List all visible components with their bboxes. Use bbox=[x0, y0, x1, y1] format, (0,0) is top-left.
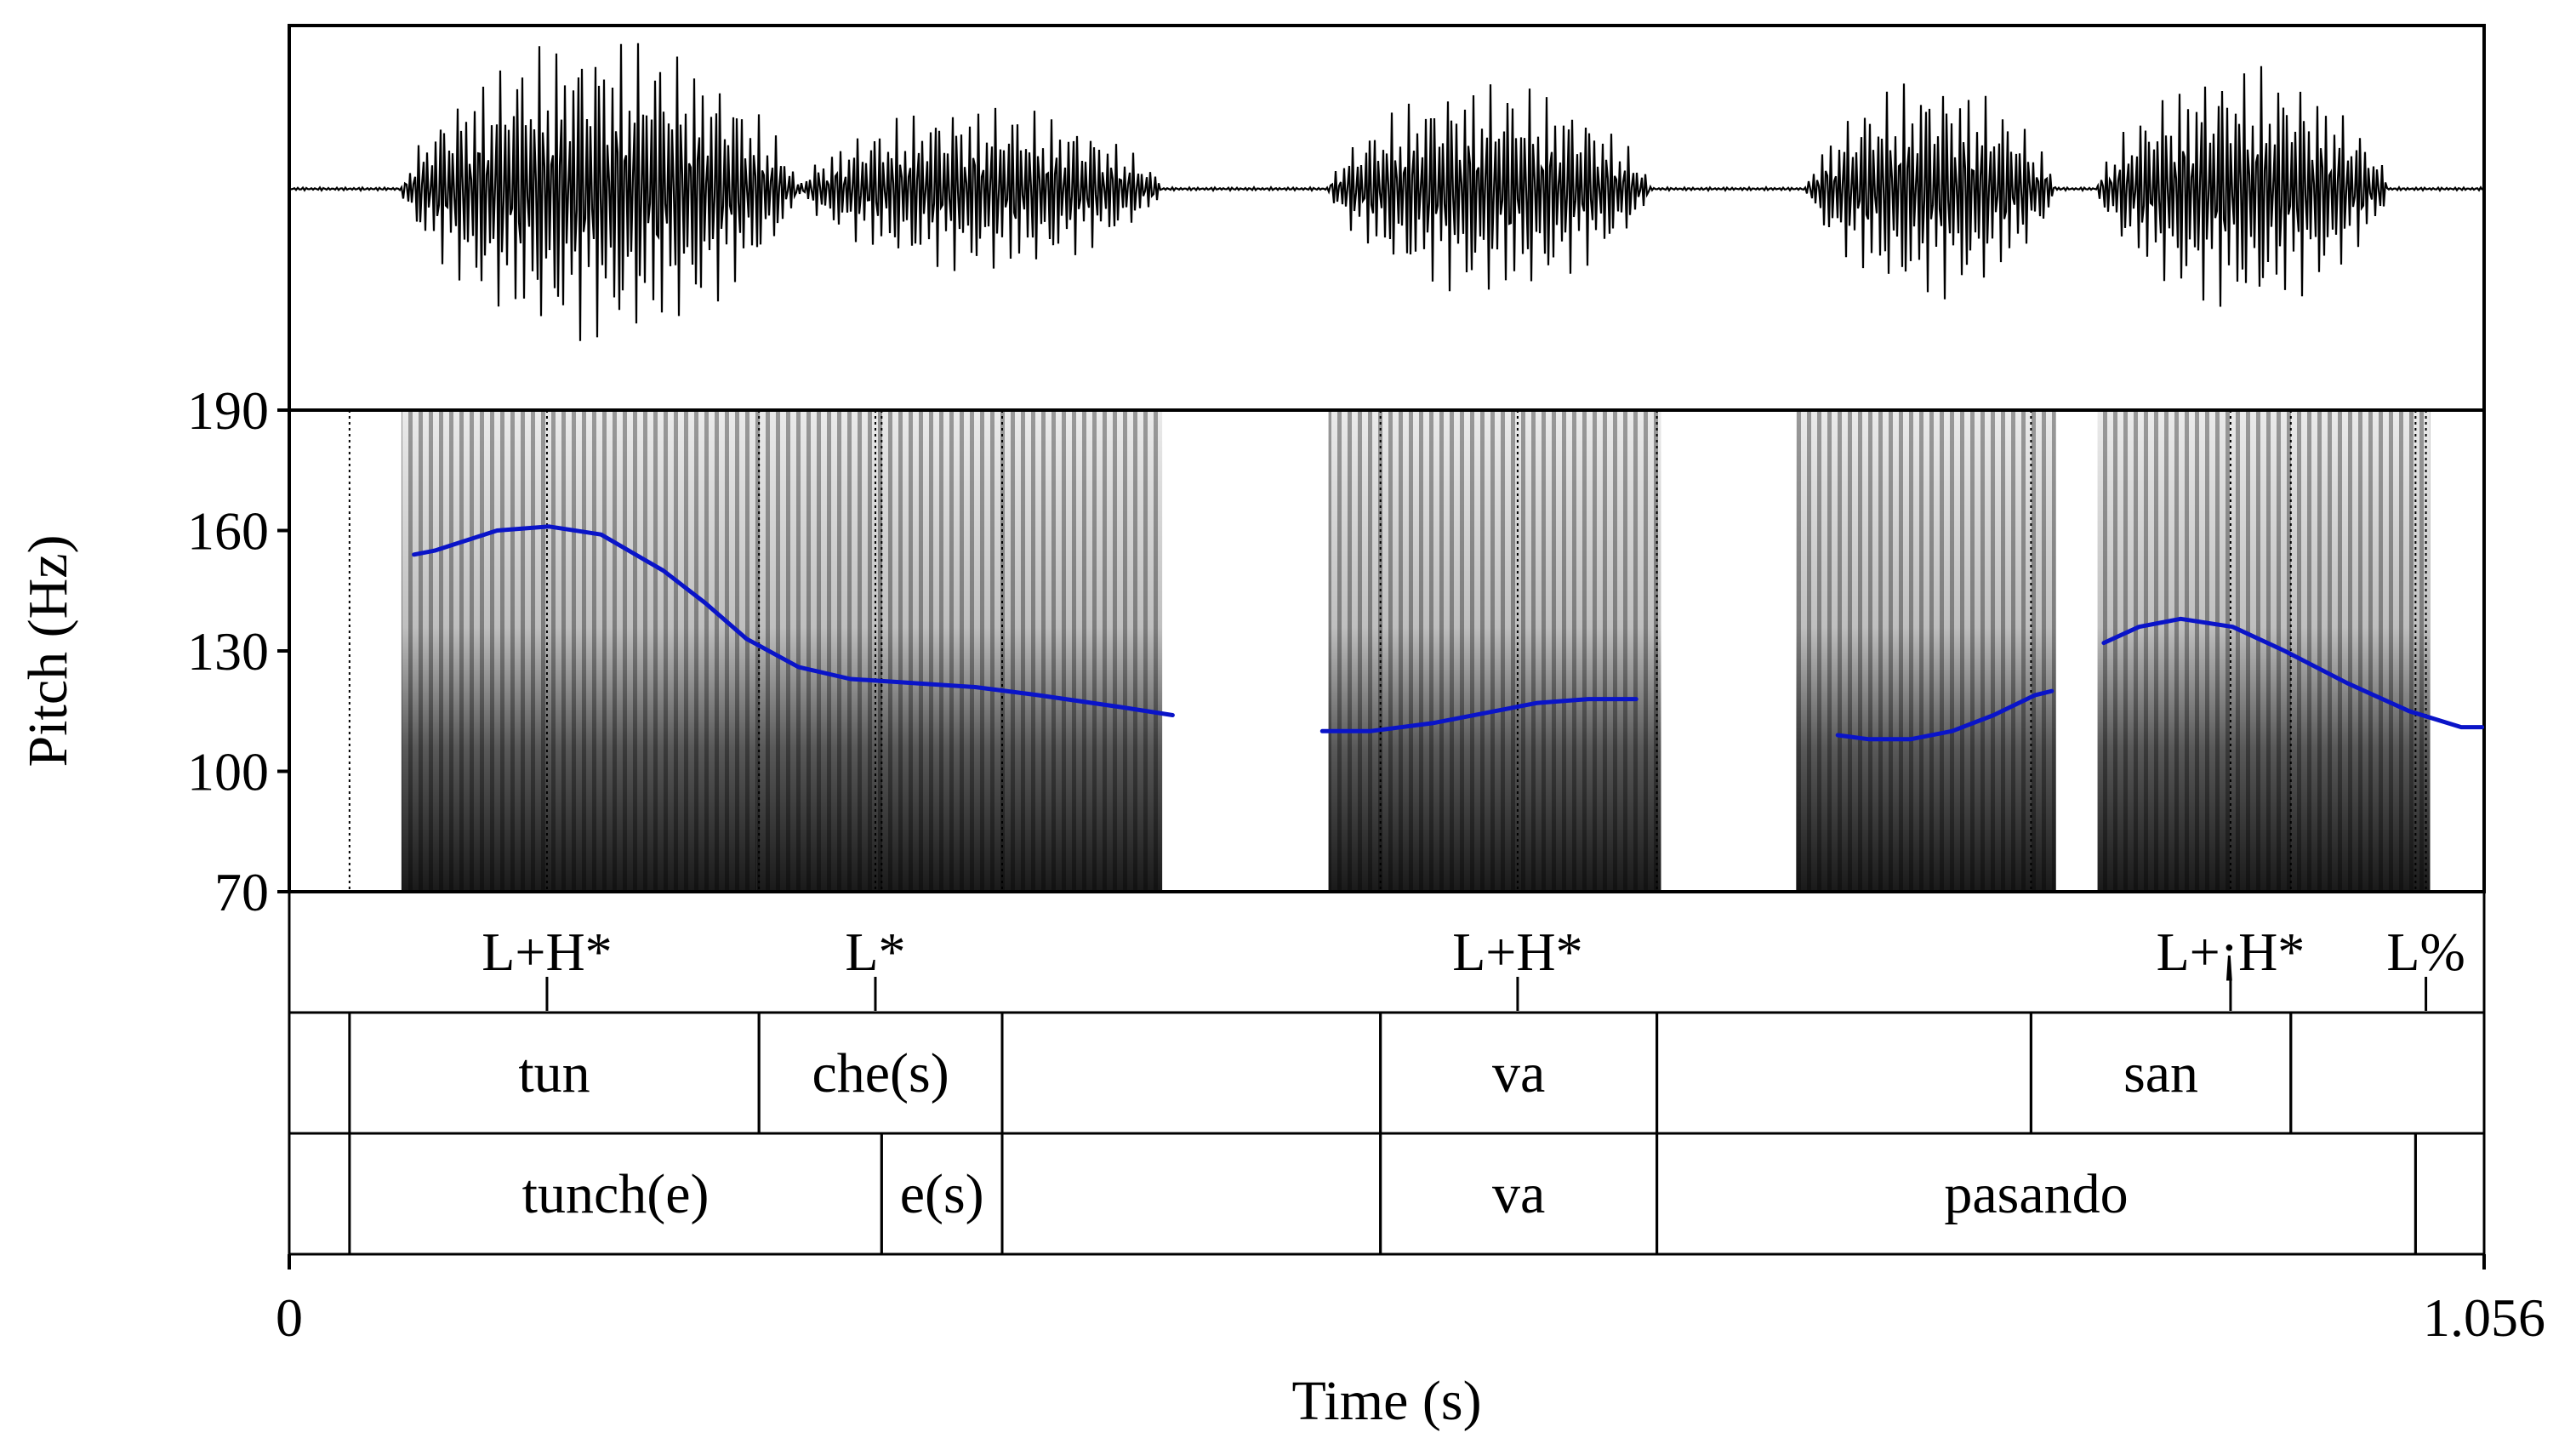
tone-label: L+H* bbox=[1452, 922, 1582, 982]
pitch-series-line bbox=[1319, 697, 1638, 733]
pitch-series-line bbox=[412, 524, 1175, 717]
spectrogram bbox=[401, 410, 2431, 892]
x-tick-label: 1.056 bbox=[2423, 1287, 2545, 1348]
word-label: e(s) bbox=[900, 1163, 984, 1225]
spectrogram-striation bbox=[756, 410, 1163, 892]
x-axis: 0 1.056 bbox=[276, 1254, 2545, 1348]
pitch-track bbox=[412, 524, 2485, 742]
y-axis: 70 100 130 160 190 bbox=[187, 380, 289, 922]
segment-boundaries bbox=[348, 410, 2427, 892]
word-label: pasando bbox=[1944, 1163, 2128, 1225]
y-tick-label: 100 bbox=[187, 742, 269, 802]
pitch-series-line bbox=[1835, 688, 2055, 742]
word-label: tunch(e) bbox=[522, 1163, 710, 1225]
y-axis-label: Pitch (Hz) bbox=[17, 534, 79, 767]
syllable-label: tun bbox=[518, 1042, 590, 1104]
word-labels: tunch(e) e(s) va pasando bbox=[348, 1133, 2417, 1254]
waveform bbox=[290, 43, 2483, 341]
word-label: va bbox=[1492, 1163, 1545, 1225]
syllable-labels: tun che(s) va san bbox=[348, 1013, 2293, 1133]
tone-label: L+H* bbox=[482, 922, 612, 982]
syllable-label: san bbox=[2123, 1042, 2198, 1104]
tone-labels: L+H* L* L+H* L+¡H* L% bbox=[482, 922, 2465, 1011]
y-tick-label: 130 bbox=[187, 621, 269, 682]
spectrogram-striation bbox=[1796, 410, 2056, 892]
syllable-label: va bbox=[1492, 1042, 1545, 1104]
word-tier bbox=[288, 1132, 2486, 1256]
y-tick-label: 70 bbox=[214, 862, 269, 922]
y-tick-label: 190 bbox=[187, 380, 269, 441]
spectrogram-striation bbox=[401, 410, 757, 892]
pitch-series-line bbox=[2101, 616, 2485, 730]
y-tick-label: 160 bbox=[187, 501, 269, 562]
tone-label: L+¡H* bbox=[2157, 922, 2305, 982]
tone-tier bbox=[288, 890, 2486, 1014]
syllable-label: che(s) bbox=[812, 1042, 949, 1104]
spectrogram-striation bbox=[1328, 410, 1661, 892]
spectrogram-striation bbox=[2097, 410, 2431, 892]
tone-label: L% bbox=[2386, 922, 2465, 982]
x-axis-label: Time (s) bbox=[1291, 1370, 1481, 1432]
tone-label: L* bbox=[845, 922, 905, 982]
x-tick-label: 0 bbox=[276, 1287, 303, 1348]
